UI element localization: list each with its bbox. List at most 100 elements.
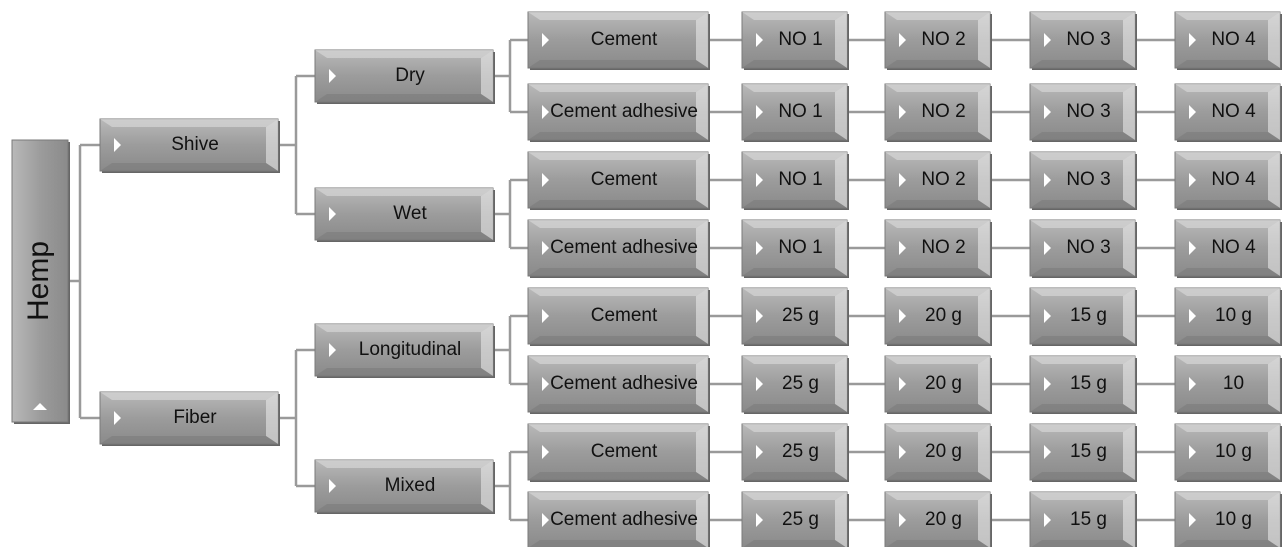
item-node: 25 g xyxy=(741,491,849,547)
bevel xyxy=(528,200,708,208)
bevel xyxy=(1123,220,1135,276)
bevel xyxy=(1123,288,1135,344)
arrow-icon xyxy=(1044,445,1051,459)
bevel xyxy=(1175,288,1280,296)
item-node: 25 g xyxy=(741,287,849,346)
node-label: 20 g xyxy=(925,441,962,462)
bevel xyxy=(1030,84,1135,92)
box xyxy=(11,139,69,423)
bevel xyxy=(1030,12,1135,20)
bevel xyxy=(742,492,847,500)
node-label: Fiber xyxy=(173,407,217,428)
node-label: NO 1 xyxy=(778,237,822,258)
item-node: 15 g xyxy=(1029,491,1137,547)
item-node: NO 2 xyxy=(884,219,992,278)
bevel xyxy=(1123,84,1135,140)
bevel xyxy=(315,232,493,240)
row-node: Cement xyxy=(527,423,710,482)
box xyxy=(527,11,709,69)
level1-node: Shive xyxy=(99,118,280,173)
bevel xyxy=(742,200,847,208)
bevel xyxy=(529,540,707,547)
bevel xyxy=(528,356,708,364)
arrow-icon xyxy=(542,241,549,255)
bevel xyxy=(978,288,990,344)
bevel xyxy=(1176,540,1279,547)
bevel xyxy=(1268,152,1280,208)
node-label: 10 xyxy=(1223,373,1244,394)
bevel xyxy=(315,94,493,102)
bevel xyxy=(528,336,708,344)
item-node: 25 g xyxy=(741,355,849,414)
bevel xyxy=(885,220,990,228)
arrow-icon xyxy=(1189,377,1196,391)
bevel xyxy=(481,460,493,512)
bevel xyxy=(315,460,493,468)
bevel xyxy=(742,268,847,276)
bevel xyxy=(1030,404,1135,412)
node-label: Cement xyxy=(591,305,658,326)
node-label: NO 4 xyxy=(1211,101,1256,122)
bevel xyxy=(696,220,708,276)
bevel xyxy=(528,60,708,68)
bevel xyxy=(481,188,493,240)
node-label: NO 3 xyxy=(1066,169,1110,190)
bevel xyxy=(481,324,493,376)
bevel xyxy=(742,60,847,68)
arrow-icon xyxy=(756,377,763,391)
bevel xyxy=(978,152,990,208)
item-node: 20 g xyxy=(884,423,992,482)
arrow-icon xyxy=(329,343,336,357)
bevel xyxy=(835,424,847,480)
row-node: Cement adhesive xyxy=(527,491,710,547)
bevel xyxy=(1175,492,1280,500)
node-label: NO 3 xyxy=(1066,237,1110,258)
bevel xyxy=(1175,268,1280,276)
bevel xyxy=(481,50,493,102)
item-node: 20 g xyxy=(884,491,992,547)
bevel xyxy=(696,492,708,547)
row-node: Cement adhesive xyxy=(527,355,710,414)
bevel xyxy=(315,50,493,58)
arrow-icon xyxy=(542,445,549,459)
bevel xyxy=(1175,472,1280,480)
arrow-icon xyxy=(1044,309,1051,323)
bevel xyxy=(978,356,990,412)
bevel xyxy=(742,288,847,296)
bevel xyxy=(742,404,847,412)
bevel xyxy=(835,288,847,344)
bevel xyxy=(696,12,708,68)
bevel xyxy=(315,188,493,196)
node-label: 20 g xyxy=(925,373,962,394)
node-label: NO 3 xyxy=(1066,29,1110,50)
bevel xyxy=(885,12,990,20)
arrow-icon xyxy=(756,33,763,47)
bevel xyxy=(696,152,708,208)
bevel xyxy=(100,119,278,127)
node-label: Cement adhesive xyxy=(550,101,698,122)
arrow-icon xyxy=(1189,33,1196,47)
bevel xyxy=(1175,84,1280,92)
bevel xyxy=(835,356,847,412)
node-label: NO 2 xyxy=(921,237,965,258)
arrow-icon xyxy=(899,105,906,119)
bevel xyxy=(1268,220,1280,276)
arrow-icon xyxy=(756,445,763,459)
bevel xyxy=(1030,424,1135,432)
node-label: NO 4 xyxy=(1211,237,1256,258)
arrow-icon xyxy=(1189,173,1196,187)
bevel xyxy=(528,220,708,228)
node-label: 15 g xyxy=(1070,441,1107,462)
box xyxy=(314,49,494,103)
arrow-icon xyxy=(1189,513,1196,527)
bevel xyxy=(100,392,278,400)
bevel xyxy=(1030,60,1135,68)
box xyxy=(314,323,494,377)
bevel xyxy=(528,84,708,92)
bevel xyxy=(1268,424,1280,480)
item-node: NO 3 xyxy=(1029,11,1137,70)
bevel xyxy=(1268,492,1280,547)
item-node: 20 g xyxy=(884,355,992,414)
bevel xyxy=(885,132,990,140)
bevel xyxy=(885,356,990,364)
